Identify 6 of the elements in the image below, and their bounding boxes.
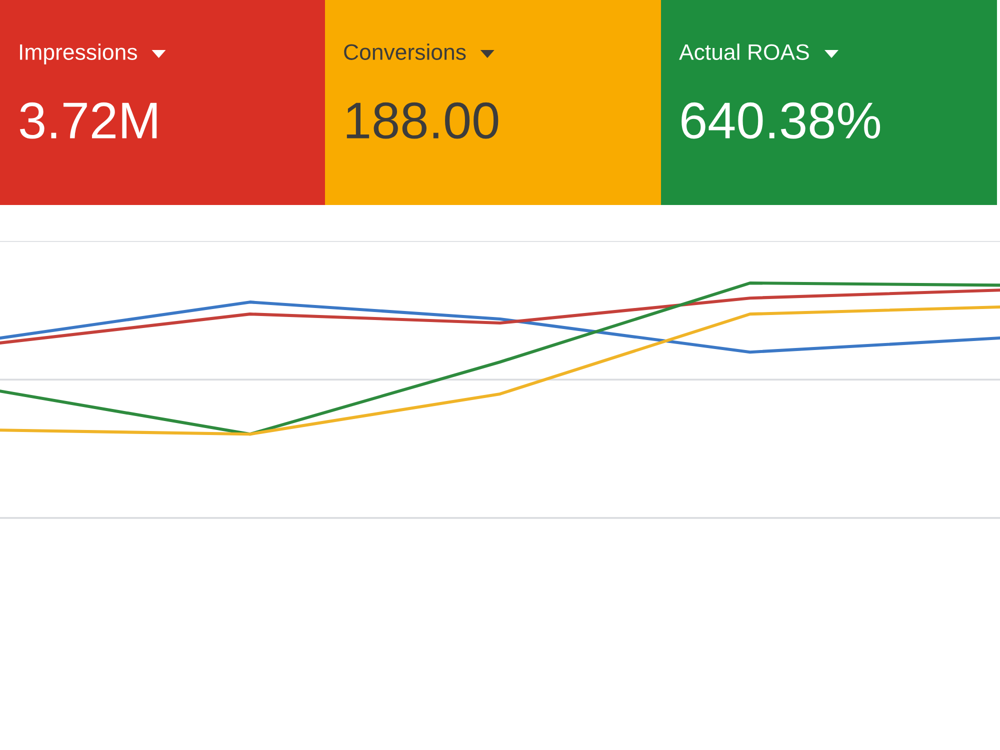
text: Actual ROAS [679, 44, 809, 60]
text: 188.00 [346, 102, 498, 139]
text: Impressions [20, 44, 137, 64]
text: 640.38% [682, 102, 880, 139]
text: 3.72M [20, 102, 157, 139]
text: Conversions [344, 44, 466, 60]
